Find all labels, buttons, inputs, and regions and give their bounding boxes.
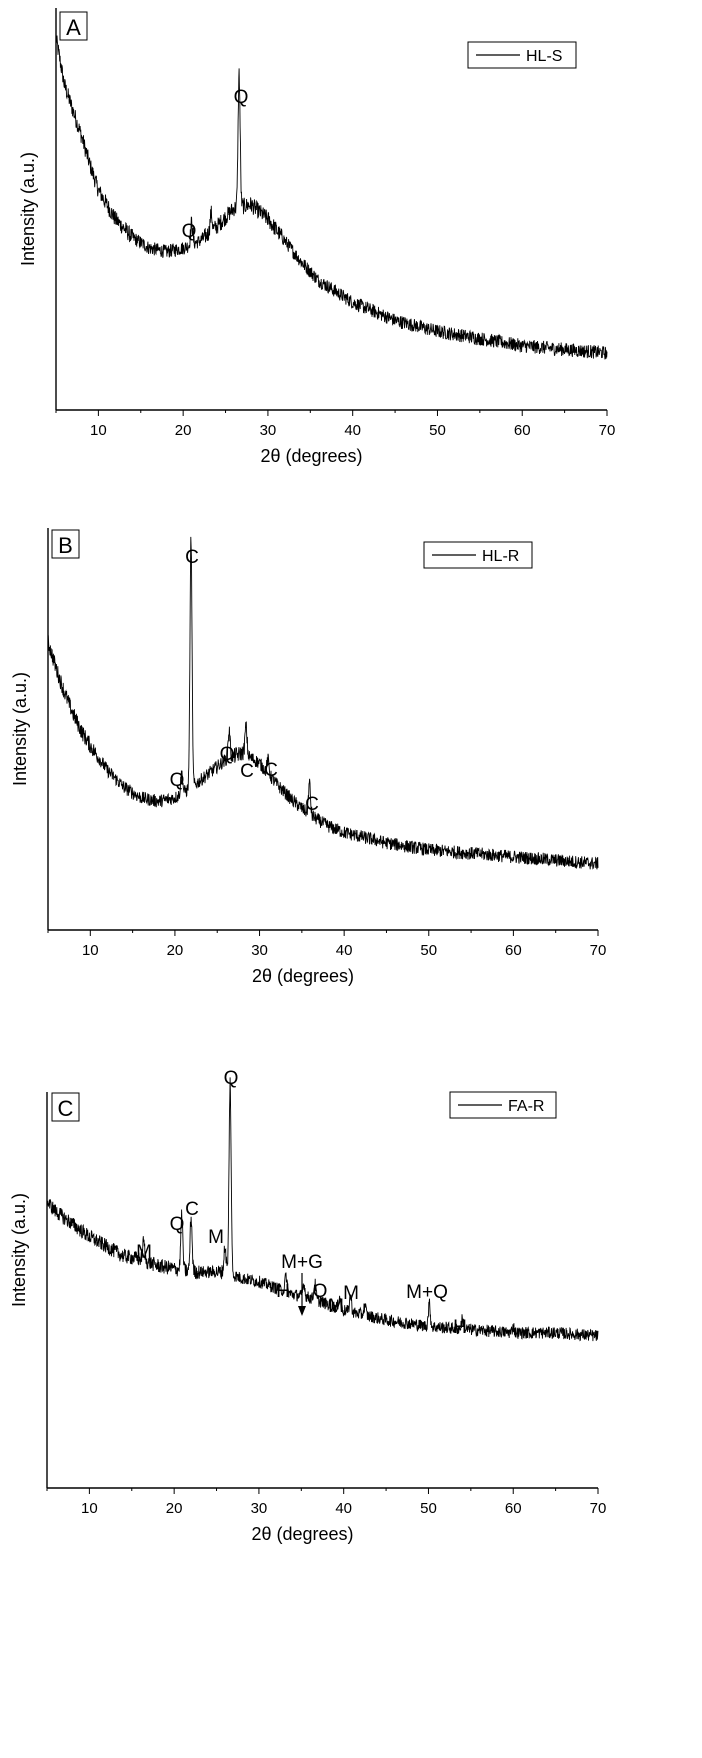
x-tick-label: 40 xyxy=(336,942,353,959)
x-axis-label: 2θ (degrees) xyxy=(252,966,354,986)
x-tick-label: 30 xyxy=(251,942,268,959)
x-tick-label: 10 xyxy=(90,422,107,439)
x-tick-label: 70 xyxy=(599,422,616,439)
x-tick-label: 60 xyxy=(505,942,522,959)
x-tick-label: 50 xyxy=(420,1500,437,1517)
y-axis-label: Intensity (a.u.) xyxy=(10,672,30,786)
peak-annotation: C xyxy=(185,1199,199,1220)
y-axis-label: Intensity (a.u.) xyxy=(9,1193,29,1307)
peak-annotation: Q xyxy=(170,1214,185,1235)
peak-annotation: Q xyxy=(313,1281,328,1302)
x-tick-label: 60 xyxy=(514,422,531,439)
x-tick-label: 50 xyxy=(420,942,437,959)
legend: HL-R xyxy=(423,541,533,569)
peak-annotation: M xyxy=(328,1296,344,1317)
x-tick-label: 20 xyxy=(175,422,192,439)
x-tick-label: 30 xyxy=(251,1500,268,1517)
y-axis-label: Intensity (a.u.) xyxy=(18,152,38,266)
annotation-arrowhead xyxy=(298,1306,306,1316)
legend: FA-R xyxy=(449,1091,557,1119)
peak-annotation: M xyxy=(136,1242,152,1263)
panel-label-box xyxy=(51,529,80,559)
legend-label: HL-S xyxy=(526,48,562,65)
peak-annotation: Q xyxy=(234,87,249,108)
peak-annotation: C xyxy=(305,794,319,815)
peak-annotation: H xyxy=(276,1281,290,1302)
peak-annotation: Q xyxy=(182,221,197,242)
peak-annotation: Q xyxy=(224,1068,239,1089)
x-axis-label: 2θ (degrees) xyxy=(251,1524,353,1544)
panel-b: 10 20 30 40 50 60 70 2θ (degrees) Intensity (a.u… xyxy=(10,528,606,986)
x-tick-label: 30 xyxy=(260,422,277,439)
series-line-hl-s xyxy=(55,35,608,360)
peak-annotation: M xyxy=(343,1283,359,1304)
x-tick-label: 50 xyxy=(429,422,446,439)
x-tick-label: 70 xyxy=(590,942,607,959)
series-line-hl-r xyxy=(47,536,599,870)
peak-annotation: C xyxy=(185,547,199,568)
peak-annotation: M+Q xyxy=(406,1282,448,1303)
peak-annotation: M+G xyxy=(281,1252,323,1273)
legend-label: FA-R xyxy=(508,1098,544,1115)
x-tick-label: 40 xyxy=(344,422,361,439)
x-tick-label: 10 xyxy=(82,942,99,959)
panel-label-box xyxy=(59,11,88,41)
peak-annotation: Q xyxy=(170,770,185,791)
x-tick-label: 20 xyxy=(166,1500,183,1517)
x-tick-label: 40 xyxy=(335,1500,352,1517)
panel-a: 10 20 30 40 50 60 70 2θ (degrees) Intensity (a.u… xyxy=(18,8,615,466)
series-line-fa-r xyxy=(46,1077,599,1342)
panel-label: B xyxy=(58,533,73,558)
legend-label: HL-R xyxy=(482,548,519,565)
peak-annotation: Q xyxy=(220,744,235,765)
x-tick-label: 10 xyxy=(81,1500,98,1517)
x-tick-label: 60 xyxy=(505,1500,522,1517)
x-tick-label: 20 xyxy=(167,942,184,959)
peak-annotation: H xyxy=(453,1317,467,1338)
peak-annotation: C xyxy=(240,761,254,782)
panel-label-box xyxy=(51,1092,80,1122)
legend: HL-S xyxy=(467,41,577,69)
x-tick-label: 70 xyxy=(590,1500,607,1517)
panel-label: C xyxy=(58,1096,74,1121)
peak-annotation: M xyxy=(208,1227,224,1248)
panel-c: 10 20 30 40 50 60 70 2θ (degrees) Intensity (a.u… xyxy=(9,1068,606,1544)
peak-annotation: C xyxy=(264,760,278,781)
x-axis-label: 2θ (degrees) xyxy=(260,446,362,466)
panel-label: A xyxy=(66,15,81,40)
